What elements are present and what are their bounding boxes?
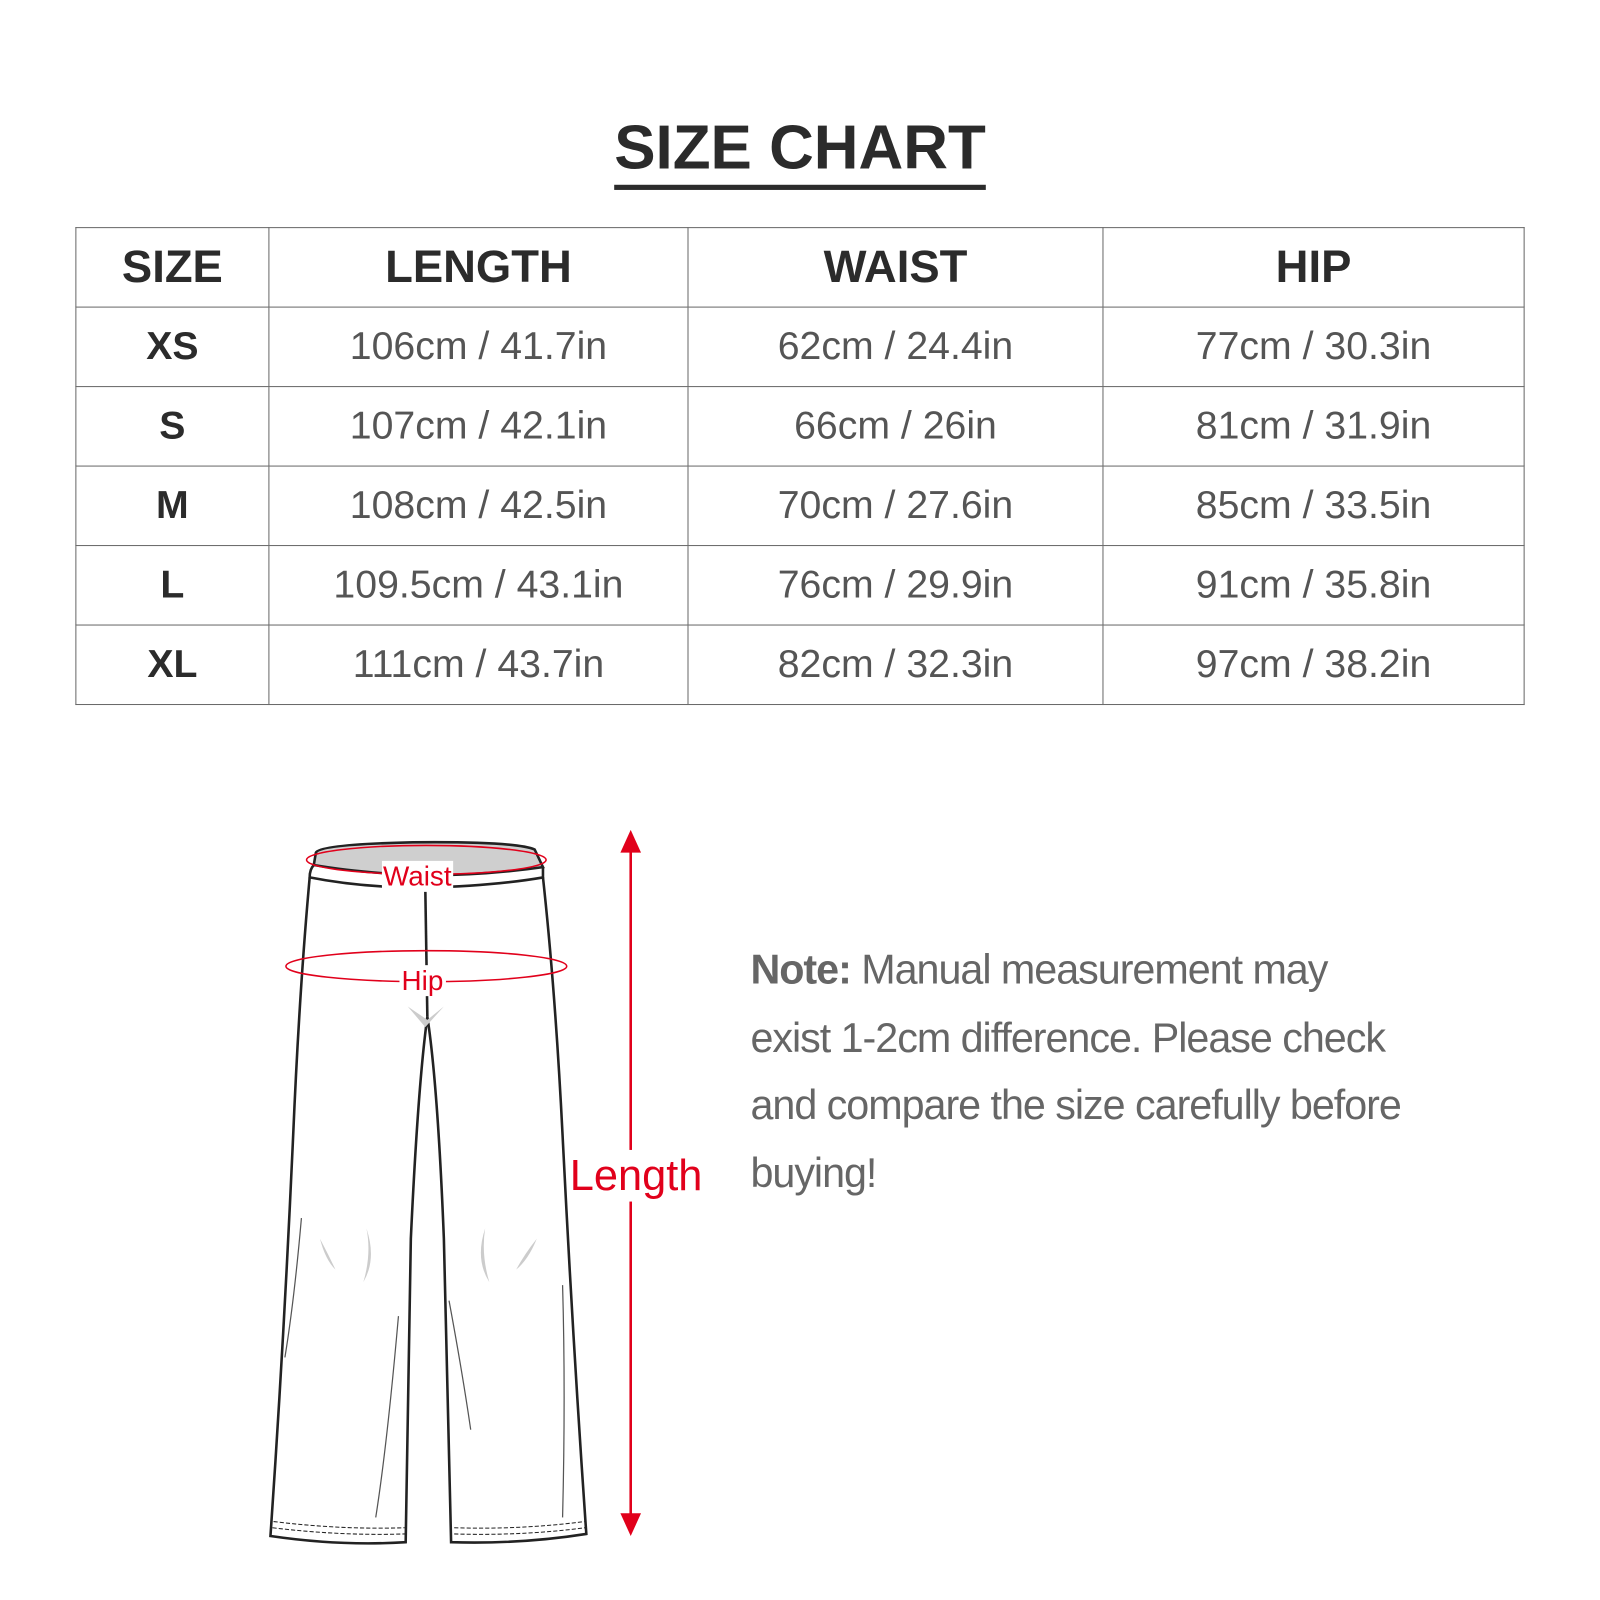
waist-cell: 82cm / 32.3in: [687, 624, 1104, 706]
arrow-up-icon: [620, 829, 642, 853]
length-cell: 111cm / 43.7in: [268, 624, 689, 706]
crotch-shading: [320, 1006, 537, 1283]
table-row: S 107cm / 42.1in 66cm / 26in 81cm / 31.9in: [75, 386, 1525, 467]
length-cell: 106cm / 41.7in: [268, 306, 689, 388]
header-waist: WAIST: [687, 227, 1104, 308]
table-row: M 108cm / 42.5in 70cm / 27.6in 85cm / 33.5i…: [75, 465, 1525, 547]
hip-cell: 97cm / 38.2in: [1102, 624, 1525, 706]
length-cell: 107cm / 42.1in: [268, 386, 689, 467]
note-text: Note: Manual measurement may exist 1-2cm…: [750, 937, 1411, 1207]
size-cell: XS: [75, 306, 270, 388]
header-length: LENGTH: [268, 227, 689, 308]
waist-cell: 66cm / 26in: [687, 386, 1104, 467]
arrow-down-icon: [620, 1513, 642, 1537]
table-row: L 109.5cm / 43.1in 76cm / 29.9in 91cm / 35.…: [75, 545, 1525, 626]
size-table: SIZE LENGTH WAIST HIP XS 106cm / 41.7in 62…: [75, 227, 1525, 706]
size-cell: S: [75, 386, 270, 467]
length-cell: 108cm / 42.5in: [268, 465, 689, 547]
size-cell: L: [75, 545, 270, 626]
waist-cell: 70cm / 27.6in: [687, 465, 1104, 547]
length-label: Length: [569, 1149, 703, 1202]
hip-cell: 77cm / 30.3in: [1102, 306, 1525, 388]
page-title: SIZE CHART: [0, 111, 1600, 190]
table-header-row: SIZE LENGTH WAIST HIP: [75, 227, 1525, 308]
waist-cell: 76cm / 29.9in: [687, 545, 1104, 626]
header-hip: HIP: [1102, 227, 1525, 308]
table-row: XS 106cm / 41.7in 62cm / 24.4in 77cm / 30.3…: [75, 306, 1525, 388]
waist-cell: 62cm / 24.4in: [687, 306, 1104, 388]
hip-label: Hip: [399, 965, 446, 997]
size-cell: XL: [75, 624, 270, 706]
header-size: SIZE: [75, 227, 270, 308]
note-prefix: Note:: [750, 947, 851, 994]
table-row: XL 111cm / 43.7in 82cm / 32.3in 97cm / 38.2…: [75, 624, 1525, 706]
length-cell: 109.5cm / 43.1in: [268, 545, 689, 626]
pants-outline: [269, 840, 588, 1545]
waist-label: Waist: [381, 860, 453, 892]
size-cell: M: [75, 465, 270, 547]
note-body: Manual measurement may exist 1-2cm diffe…: [750, 947, 1401, 1196]
hip-cell: 85cm / 33.5in: [1102, 465, 1525, 547]
hip-cell: 81cm / 31.9in: [1102, 386, 1525, 467]
